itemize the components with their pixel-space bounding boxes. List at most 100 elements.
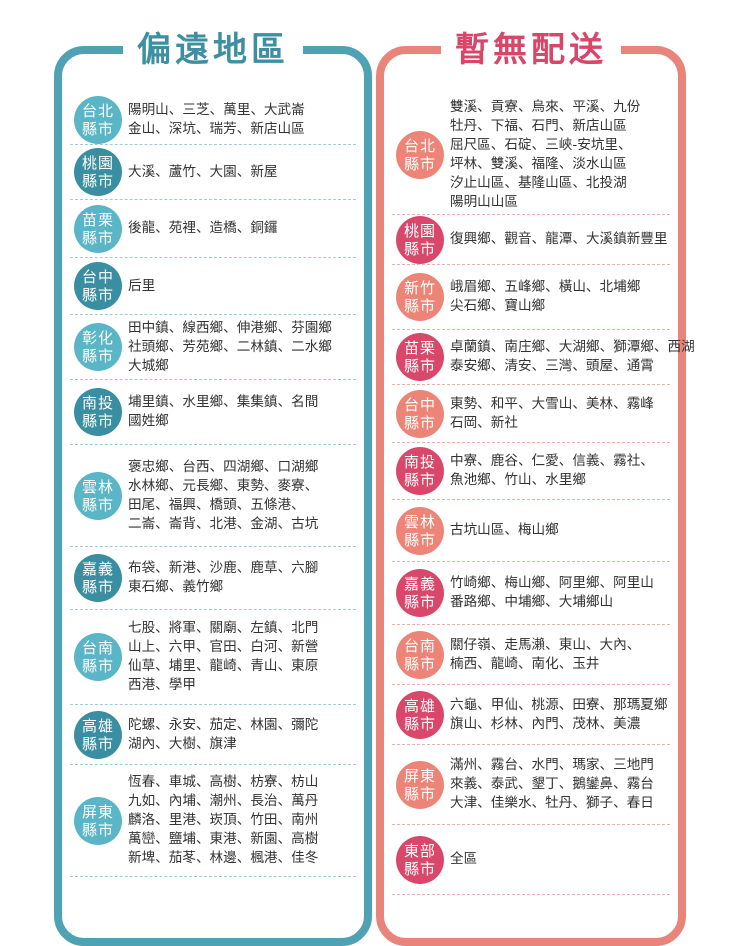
region-row: 台北 縣市 雙溪、貢寮、烏來、平溪、九份 牡丹、下福、石門、新店山區 屈尺區、石碇、三峽…	[392, 95, 670, 215]
area-list: 恆春、車城、高樹、枋寮、枋山 九如、內埔、潮州、長治、萬丹 麟洛、里港、崁頂、竹田、…	[128, 773, 318, 868]
area-line: 大城鄉	[128, 357, 169, 374]
remote-areas-panel: 偏遠地區 台北 縣市 陽明山、三芝、萬里、大武崙 金山、深坑、瑞芳、新店山區 桃園 縣市大…	[54, 24, 372, 946]
area-line: 來義、泰武、墾丁、鵝鑾鼻、霧台	[450, 776, 654, 792]
area-list: 全區	[450, 850, 477, 869]
area-line: 二崙、崙背、北港、金湖、古坑	[128, 515, 319, 532]
area-list: 中寮、鹿谷、仁愛、信義、霧社、 魚池鄉、竹山、水里鄉	[450, 452, 654, 490]
region-badge: 南投 縣市	[396, 447, 444, 495]
area-line: 中寮、鹿谷、仁愛、信義、霧社、	[450, 453, 654, 469]
region-name: 苗栗	[81, 210, 114, 229]
area-line: 坪林、雙溪、福隆、淡水山區	[450, 155, 627, 172]
region-name: 縣市	[81, 495, 114, 514]
area-line: 埔里鎮、水里鄉、集集鎮、名間	[128, 394, 319, 410]
area-line: 東石鄉、義竹鄉	[128, 579, 224, 595]
area-line: 陽明山山區	[450, 193, 518, 210]
region-badge: 台南 縣市	[396, 630, 444, 679]
area-line: 田中鎮、線西鄉、伸港鄉、芬園鄉	[128, 319, 332, 336]
region-name: 南投	[403, 453, 436, 471]
region-name: 縣市	[403, 784, 436, 803]
region-badge: 台中 縣市	[74, 262, 122, 310]
area-list: 布袋、新港、沙鹿、鹿草、六腳 東石鄉、義竹鄉	[128, 559, 318, 597]
region-name: 縣市	[403, 593, 436, 611]
area-list: 陽明山、三芝、萬里、大武崙 金山、深坑、瑞芳、新店山區	[128, 101, 305, 139]
region-badge: 東部 縣市	[396, 835, 444, 884]
area-line: 陀螺、永安、茄定、林園、彌陀	[128, 716, 319, 733]
region-row: 嘉義 縣市 竹崎鄉、梅山鄉、阿里鄉、阿里山 番路鄉、中埔鄉、大埔鄉山	[392, 562, 670, 625]
area-line: 褒忠鄉、台西、四湖鄉、口湖鄉	[128, 458, 319, 475]
region-name: 縣市	[403, 530, 436, 549]
region-badge: 苗栗 縣市	[74, 204, 122, 253]
area-list: 關仔嶺、走馬瀨、東山、大內、 楠西、龍崎、南化、玉井	[450, 636, 640, 674]
area-list: 峨眉鄉、五峰鄉、橫山、北埔鄉 尖石鄉、寶山鄉	[450, 278, 640, 316]
region-name: 台中	[81, 268, 114, 286]
region-name: 縣市	[81, 578, 114, 596]
region-name: 彰化	[81, 329, 114, 347]
region-name: 新竹	[403, 279, 436, 297]
region-name: 桃園	[403, 221, 436, 240]
area-list: 東勢、和平、大雪山、美林、霧峰 石岡、新社	[450, 395, 654, 433]
area-list: 卓蘭鎮、南庄鄉、大湖鄉、獅潭鄉、西湖 泰安鄉、清安、三灣、頭屋、通霄	[450, 338, 695, 376]
area-line: 牡丹、下福、石門、新店山區	[450, 117, 627, 134]
area-line: 關仔嶺、走馬瀨、東山、大內、	[450, 636, 641, 653]
area-line: 楠西、龍崎、南化、玉井	[450, 655, 600, 672]
region-name: 縣市	[81, 172, 114, 190]
region-badge: 雲林 縣市	[396, 506, 444, 555]
area-list: 後龍、苑裡、造橋、銅鑼	[128, 219, 278, 238]
area-line: 陽明山、三芝、萬里、大武崙	[128, 101, 305, 118]
area-line: 尖石鄉、寶山鄉	[450, 298, 546, 314]
area-line: 復興鄉、觀音、龍潭、大溪鎮新豐里	[450, 231, 668, 247]
area-line: 後龍、苑裡、造橋、銅鑼	[128, 220, 278, 236]
region-badge: 嘉義 縣市	[396, 569, 444, 617]
area-line: 番路鄉、中埔鄉、大埔鄉山	[450, 594, 614, 610]
area-line: 六龜、甲仙、桃源、田寮、那瑪夏鄉	[450, 696, 668, 713]
region-name: 縣市	[403, 357, 436, 375]
region-name: 台南	[81, 639, 114, 657]
region-row: 桃園 縣市 大溪、蘆竹、大園、新屋	[70, 145, 356, 200]
area-line: 萬巒、鹽埔、東港、新園、高樹	[128, 831, 319, 847]
area-list: 后里	[128, 277, 155, 296]
no-delivery-panel: 暫無配送 台北 縣市 雙溪、貢寮、烏來、平溪、九份 牡丹、下福、石門、新店山區 屈尺區、…	[376, 24, 695, 946]
region-name: 縣市	[81, 734, 114, 753]
region-row: 彰化 縣市 田中鎮、線西鄉、伸港鄉、芬園鄉 社頭鄉、芳苑鄉、二林鎮、二水鄉 大城鄉	[70, 315, 356, 380]
area-line: 卓蘭鎮、南庄鄉、大湖鄉、獅潭鄉、西湖	[450, 339, 695, 355]
region-row: 嘉義 縣市 布袋、新港、沙鹿、鹿草、六腳 東石鄉、義竹鄉	[70, 547, 356, 610]
region-name: 縣市	[403, 859, 436, 878]
area-list: 大溪、蘆竹、大園、新屋	[128, 163, 278, 182]
region-badge: 彰化 縣市	[74, 323, 122, 371]
region-badge: 桃園 縣市	[74, 148, 122, 196]
region-row: 東部 縣市 全區	[392, 825, 670, 895]
area-list: 陀螺、永安、茄定、林園、彌陀 湖內、大樹、旗津	[128, 716, 318, 754]
region-name: 台北	[81, 101, 114, 120]
area-line: 水林鄉、元長鄉、東勢、麥寮、	[128, 477, 319, 494]
area-line: 泰安鄉、清安、三灣、頭屋、通霄	[450, 358, 654, 374]
area-line: 雙溪、貢寮、烏來、平溪、九份	[450, 98, 641, 115]
region-name: 縣市	[81, 412, 114, 430]
region-row: 苗栗 縣市 卓蘭鎮、南庄鄉、大湖鄉、獅潭鄉、西湖 泰安鄉、清安、三灣、頭屋、通霄	[392, 330, 695, 385]
region-badge: 嘉義 縣市	[74, 554, 122, 602]
area-list: 田中鎮、線西鄉、伸港鄉、芬園鄉 社頭鄉、芳苑鄉、二林鎮、二水鄉 大城鄉	[128, 319, 332, 376]
area-line: 金山、深坑、瑞芳、新店山區	[128, 120, 305, 137]
area-line: 全區	[450, 851, 478, 867]
region-name: 南投	[81, 394, 114, 412]
region-name: 雲林	[81, 477, 114, 496]
region-name: 縣市	[403, 471, 436, 489]
area-line: 大津、佳樂水、牡丹、獅子、春日	[450, 795, 654, 811]
region-name: 縣市	[81, 657, 114, 675]
region-badge: 高雄 縣市	[74, 710, 122, 759]
area-list: 雙溪、貢寮、烏來、平溪、九份 牡丹、下福、石門、新店山區 屈尺區、石碇、三峽-安坑里…	[450, 98, 640, 212]
region-row: 屏東 縣市 恆春、車城、高樹、枋寮、枋山 九如、內埔、潮州、長治、萬丹 麟洛、里港、崁頂…	[70, 765, 356, 877]
area-line: 山上、六甲、官田、白河、新營	[128, 639, 319, 655]
region-name: 縣市	[81, 820, 114, 839]
area-line: 湖內、大樹、旗津	[128, 735, 237, 752]
region-row: 台中 縣市 后里	[70, 258, 356, 315]
remote-areas-list: 台北 縣市 陽明山、三芝、萬里、大武崙 金山、深坑、瑞芳、新店山區 桃園 縣市 大溪、蘆竹、…	[70, 95, 356, 877]
region-name: 雲林	[403, 512, 436, 531]
area-list: 復興鄉、觀音、龍潭、大溪鎮新豐里	[450, 230, 668, 249]
region-name: 縣市	[403, 154, 436, 173]
region-name: 高雄	[81, 716, 114, 735]
region-name: 台北	[403, 136, 436, 155]
area-line: 社頭鄉、芳苑鄉、二林鎮、二水鄉	[128, 338, 332, 355]
region-badge: 屏東 縣市	[74, 796, 122, 845]
region-name: 桃園	[81, 154, 114, 172]
region-name: 東部	[403, 841, 436, 860]
